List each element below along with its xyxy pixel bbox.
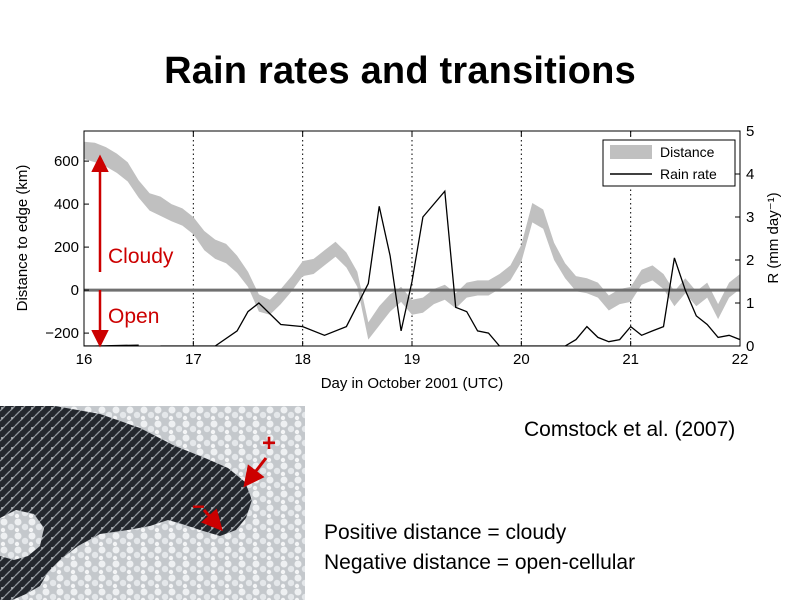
right-tick-label: 4 <box>746 166 754 183</box>
open-cell-region <box>0 406 252 600</box>
cloudy-open-annotation: Cloudy Open <box>91 154 174 348</box>
right-tick-label: 1 <box>746 295 754 312</box>
x-tick-label: 20 <box>513 351 530 368</box>
definition-positive: Positive distance = cloudy <box>324 521 567 544</box>
definition-negative: Negative distance = open-cellular <box>324 551 636 574</box>
minus-arrow <box>200 508 223 532</box>
right-tick-label: 2 <box>746 252 754 269</box>
rain-rate-line-1 <box>84 344 139 346</box>
left-axis-label: Distance to edge (km) <box>14 165 31 312</box>
slide-title: Rain rates and transitions <box>164 50 636 92</box>
x-tick-label: 19 <box>404 351 421 368</box>
cloudy-label: Cloudy <box>108 245 174 268</box>
legend-swatch-distance <box>610 145 652 159</box>
right-tick-label: 0 <box>746 338 754 355</box>
plus-arrow <box>243 457 268 488</box>
sign-definitions: Positive distance = cloudy Negative dist… <box>324 518 635 578</box>
left-tick-label: 200 <box>54 239 79 256</box>
left-tick-label: 400 <box>54 196 79 213</box>
legend: Distance Rain rate <box>602 139 736 187</box>
citation: Comstock et al. (2007) <box>524 418 736 441</box>
legend-entry-distance: Distance <box>660 144 715 160</box>
x-tick-label: 17 <box>185 351 202 368</box>
right-axis-ticks: 0 1 2 3 4 5 <box>735 123 754 355</box>
right-tick-label: 5 <box>746 123 754 140</box>
minus-sign: − <box>192 494 205 519</box>
legend-entry-rain-rate: Rain rate <box>660 166 717 182</box>
x-tick-label: 18 <box>294 351 311 368</box>
left-axis-ticks: −200 0 200 400 600 <box>45 153 89 342</box>
x-axis-label: Day in October 2001 (UTC) <box>321 375 504 392</box>
plus-sign: + <box>262 430 276 457</box>
x-axis-ticks: 16 17 18 19 20 21 22 <box>76 131 749 368</box>
open-label: Open <box>108 305 159 328</box>
x-tick-label: 16 <box>76 351 93 368</box>
left-tick-label: 600 <box>54 153 79 170</box>
rain-rate-distance-chart: 16 17 18 19 20 21 22 −200 0 200 400 600 0 1 2 3 4 5 Day… <box>14 123 782 392</box>
cloud-inlet <box>0 510 44 560</box>
x-tick-label: 21 <box>622 351 639 368</box>
satellite-cloud-image: + − <box>0 406 305 600</box>
left-tick-label: 0 <box>71 282 79 299</box>
left-tick-label: −200 <box>45 325 79 342</box>
rain-rate-line-2 <box>160 189 740 346</box>
right-tick-label: 3 <box>746 209 754 226</box>
x-tick-label: 22 <box>732 351 749 368</box>
right-axis-label: R (mm day⁻¹) <box>765 192 782 283</box>
